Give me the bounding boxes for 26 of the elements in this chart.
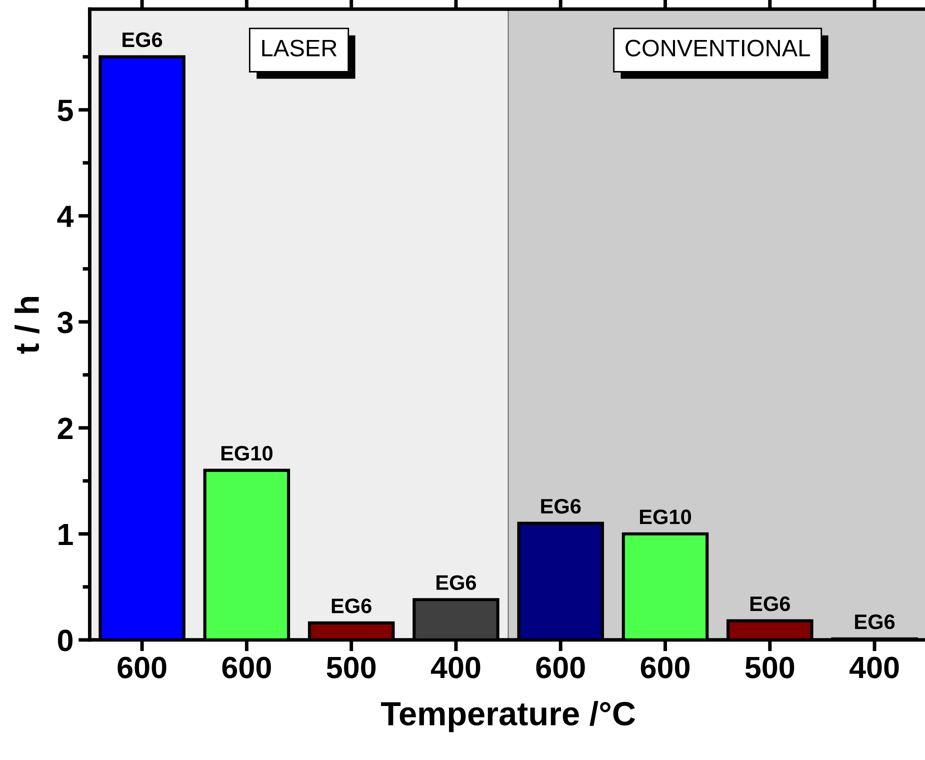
data-label: EG6 — [122, 32, 162, 48]
y-axis-title: t / h — [14, 296, 40, 354]
annotation: CONVENTIONAL — [626, 40, 810, 56]
y-tick-label: 2 — [58, 418, 73, 439]
data-label: EG6 — [541, 498, 581, 514]
y-tick-label: 1 — [58, 524, 73, 545]
data-label: EG10 — [221, 446, 272, 461]
data-label: EG6 — [855, 614, 895, 630]
annotation: LASER — [262, 40, 337, 56]
data-label: EG6 — [332, 598, 372, 614]
x-tick-label: 600 — [536, 656, 585, 678]
x-tick-label: 600 — [222, 656, 271, 678]
x-tick-label: 600 — [640, 656, 690, 678]
x-tick-label: 400 — [850, 656, 899, 678]
y-tick-label: 3 — [57, 312, 73, 334]
data-label: EG6 — [750, 596, 790, 612]
x-tick-label: 500 — [745, 656, 794, 678]
data-label: EG6 — [436, 575, 476, 590]
y-tick-label: 4 — [57, 206, 74, 227]
x-axis-title: Temperature /°C — [380, 701, 636, 732]
x-tick-label: 500 — [326, 656, 376, 678]
y-tick-label: 5 — [58, 100, 73, 122]
y-tick-label: 0 — [58, 630, 72, 652]
x-tick-label: 400 — [430, 656, 480, 678]
x-tick-label: 600 — [118, 656, 166, 678]
data-label: EG10 — [640, 509, 692, 524]
